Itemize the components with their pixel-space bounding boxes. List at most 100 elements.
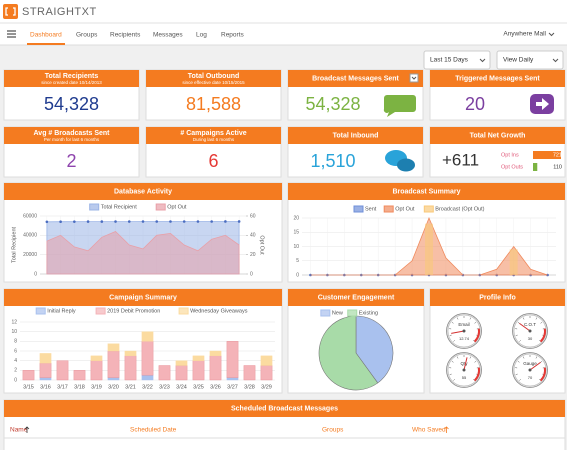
legend-swatch <box>423 205 434 213</box>
account-menu[interactable]: Anywhere Mall <box>503 31 546 38</box>
stat-value: 81,588 <box>186 94 241 114</box>
gauge-needle <box>529 361 541 371</box>
gauge-danger-zone <box>473 328 480 343</box>
gauge-tick <box>473 340 475 342</box>
column-header[interactable]: Who Saved <box>412 427 446 434</box>
legend-label: Existing <box>359 310 378 316</box>
brand: STRAIGHTXT <box>22 6 97 18</box>
x-tick-label: 3/20 <box>108 384 119 390</box>
point <box>141 220 145 223</box>
nav-tab[interactable]: Groups <box>76 32 98 39</box>
bar-segment <box>39 353 52 364</box>
stat-value: 54,328 <box>44 94 99 114</box>
gauge-label: Gauge <box>523 361 537 366</box>
y-tick-label: 12 <box>11 319 17 325</box>
gauge-tick <box>515 334 518 336</box>
icon <box>383 95 416 117</box>
y-tick-label: 60000 <box>23 213 37 219</box>
bar <box>509 249 518 275</box>
sort-arrow[interactable] <box>444 426 449 433</box>
panel-subtitle: During last 6 months <box>193 137 235 142</box>
panel-title: # Campaigns Active <box>180 130 246 137</box>
panel-title: Customer Engagement <box>318 294 395 301</box>
filter-select[interactable] <box>423 50 491 70</box>
bar-segment <box>158 365 171 381</box>
bar-segment <box>141 331 154 342</box>
x-tick-label: 3/28 <box>244 384 255 390</box>
bar-segment <box>22 370 35 381</box>
pie-slice <box>318 315 379 391</box>
legend-swatch <box>95 307 106 315</box>
y2-tick-label: 20 <box>250 252 256 258</box>
stat-value: +611 <box>442 150 479 169</box>
bar-segment <box>124 350 137 357</box>
gauge-tick <box>515 373 518 375</box>
collapse-button[interactable] <box>409 73 419 83</box>
filter-value: View Daily <box>503 57 534 64</box>
panel-header <box>4 289 282 306</box>
nav-tab[interactable]: Dashboard <box>30 32 62 39</box>
x-tick-label: 3/22 <box>142 384 153 390</box>
gauge-tick <box>519 340 521 342</box>
nav-tab[interactable]: Recipients <box>110 32 141 39</box>
panel-header <box>146 70 281 87</box>
y2-tick-label: 40 <box>250 233 256 239</box>
gauge-hub <box>528 329 532 333</box>
y-tick-label: 5 <box>296 258 299 264</box>
bar-segment <box>209 350 222 357</box>
panel-title: Avg # Broadcasts Sent <box>34 130 111 137</box>
menu-icon[interactable] <box>7 30 16 38</box>
bar-segment <box>56 360 69 381</box>
y-axis-label: Total Recipient <box>11 226 17 263</box>
gauge-tick <box>517 321 520 324</box>
nav-tab[interactable]: Reports <box>221 32 245 39</box>
stat-value: 20 <box>465 94 485 114</box>
gauge-label: Qty <box>460 361 468 366</box>
x-tick-label: 3/27 <box>227 384 238 390</box>
gauge-tick <box>540 360 543 363</box>
growth-value: 721 <box>553 152 562 158</box>
column-header[interactable]: Scheduled Date <box>130 427 177 434</box>
bar-segment <box>192 355 205 361</box>
point <box>182 220 186 223</box>
y2-tick-label: 60 <box>250 213 256 219</box>
gauge-tick <box>522 317 525 320</box>
column-header[interactable]: Groups <box>322 427 344 434</box>
panel-title: Campaign Summary <box>109 294 177 301</box>
growth-label: Opt Outs <box>501 164 523 170</box>
panel-header <box>4 183 282 200</box>
bar-segment <box>209 355 222 381</box>
bar-segment <box>107 343 120 352</box>
gauge-value: 55 <box>462 375 467 380</box>
legend-swatch <box>155 203 166 211</box>
legend-label: Opt Out <box>395 206 415 212</box>
panel-subtitle: since created date 10/14/2013 <box>41 80 102 85</box>
series-area <box>46 231 240 275</box>
gauge-tick <box>453 379 455 381</box>
growth-bar <box>533 151 561 159</box>
nav-tab[interactable]: Messages <box>153 32 183 39</box>
panel-header <box>288 70 423 87</box>
gauge-tick <box>453 340 455 342</box>
logo-icon <box>3 4 18 19</box>
sort-arrow[interactable] <box>24 426 30 433</box>
gauge-needle <box>463 357 468 371</box>
point <box>210 220 213 223</box>
bar-segment <box>226 377 239 381</box>
gauge-tick <box>519 379 521 381</box>
legend-label: Total Recipient <box>101 204 138 210</box>
x-tick-label: 3/25 <box>193 384 204 390</box>
y-tick-label: 0 <box>296 272 299 278</box>
gauge-hub <box>528 368 532 372</box>
nav-tab[interactable]: Log <box>196 32 207 39</box>
account-caret[interactable] <box>548 32 555 37</box>
column-header[interactable]: Name <box>10 427 28 434</box>
y2-axis-label: Opt Out <box>259 235 265 255</box>
select-caret <box>552 58 559 63</box>
bar-segment <box>260 355 273 366</box>
growth-bar <box>533 163 538 171</box>
filter-select[interactable] <box>496 50 564 70</box>
x-tick-label: 3/16 <box>40 384 51 390</box>
icon <box>397 158 415 172</box>
